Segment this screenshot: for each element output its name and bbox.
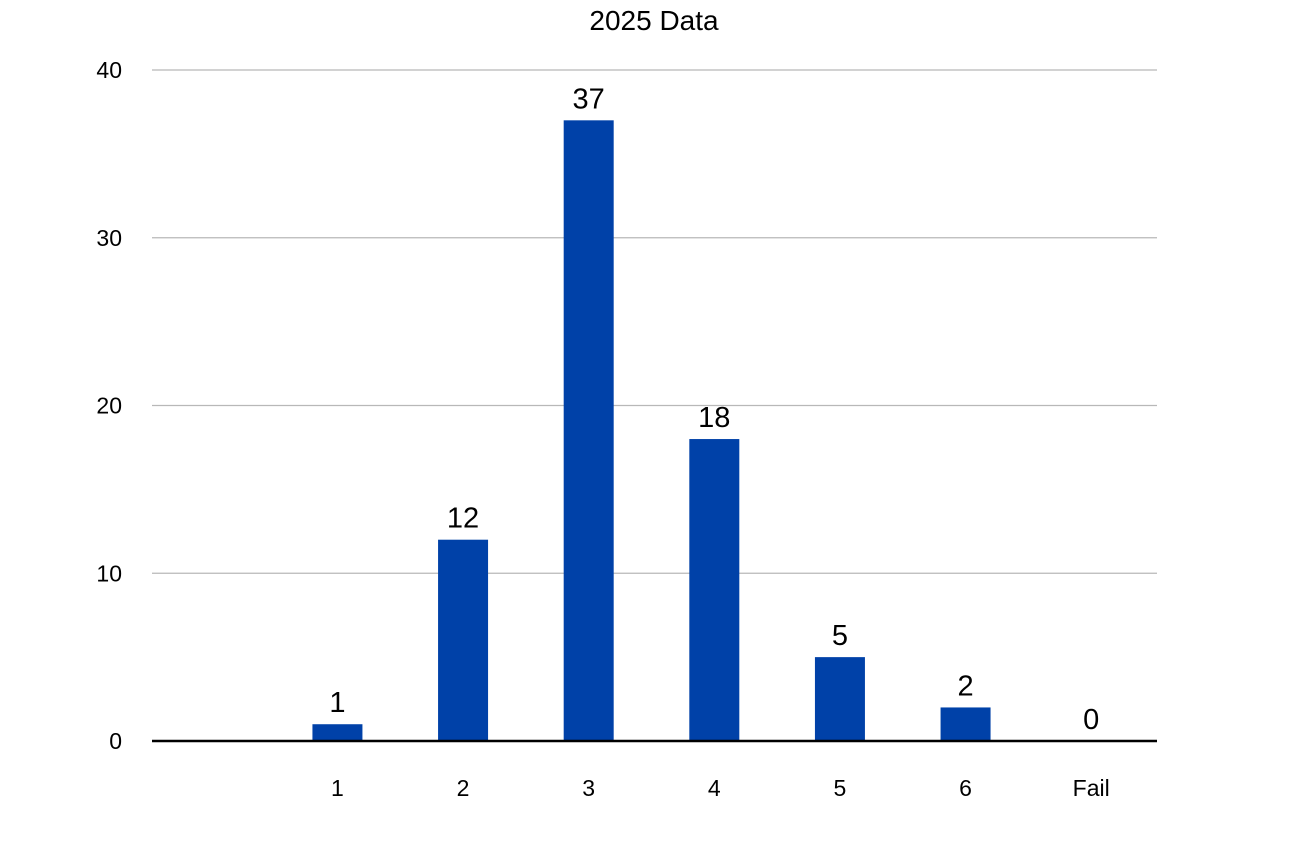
chart-title: 2025 Data [589, 5, 719, 36]
bar [563, 120, 614, 741]
data-label: 37 [573, 83, 605, 115]
x-tick-label: 3 [582, 775, 595, 801]
y-tick-label: 40 [96, 57, 122, 83]
data-label: 18 [698, 402, 730, 434]
bars [312, 120, 991, 741]
x-tick-label: 5 [834, 775, 847, 801]
data-label: 1 [329, 687, 345, 719]
x-tick-label: 1 [331, 775, 344, 801]
bar [312, 724, 363, 741]
y-tick-label: 30 [96, 225, 122, 251]
y-tick-label: 10 [96, 560, 122, 586]
y-tick-label: 0 [109, 728, 122, 754]
y-tick-label: 20 [96, 393, 122, 419]
x-tick-label: 4 [708, 775, 721, 801]
data-label: 12 [447, 503, 479, 535]
bar [814, 657, 865, 741]
bar [689, 439, 740, 741]
data-label: 0 [1083, 704, 1099, 736]
y-axis-ticks: 0 10 20 30 40 [96, 57, 122, 754]
gridlines [152, 69, 1157, 574]
data-label: 5 [832, 620, 848, 652]
bar [940, 707, 991, 741]
x-tick-label: 2 [457, 775, 470, 801]
bar [438, 539, 489, 741]
x-tick-label: Fail [1073, 775, 1110, 801]
data-labels: 1 12 37 18 5 2 0 [329, 83, 1099, 736]
x-tick-label: 6 [959, 775, 972, 801]
data-label: 2 [957, 670, 973, 702]
x-axis-ticks: 1 2 3 4 5 6 Fail [331, 775, 1110, 801]
